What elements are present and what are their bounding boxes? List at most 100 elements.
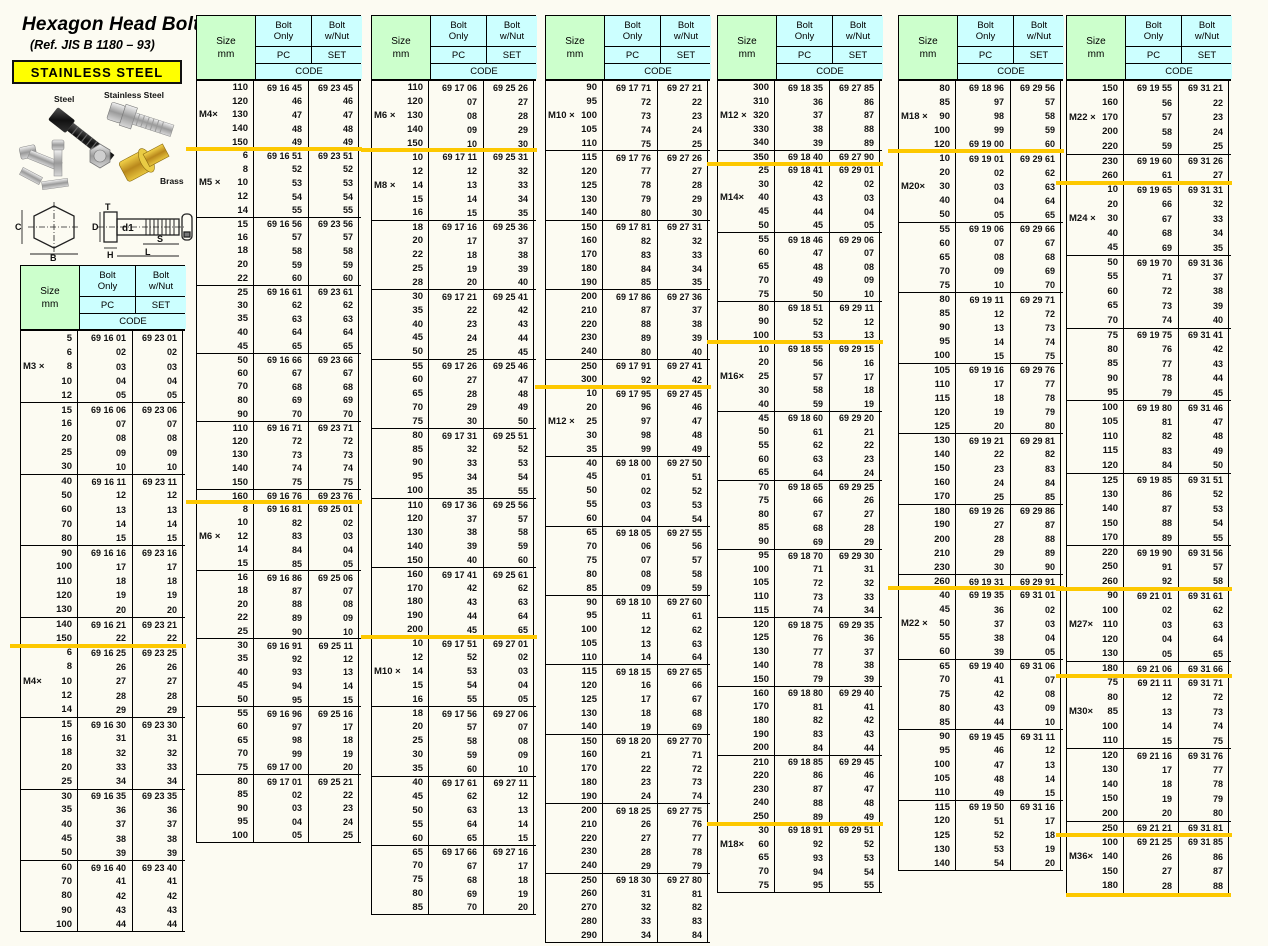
table-row: 40 68 34 [1066,226,1231,241]
table-row: 45 36 02 [898,602,1063,617]
pc-code-cell: 39 [78,845,133,860]
pc-code-cell: 67 [775,507,830,521]
size-cell: 45 [717,412,775,425]
table-row: 15 54 04 [371,678,536,693]
bolt-only-header-cell: Bolt Only [605,16,660,46]
pc-code-cell: 69 16 40 [78,860,133,875]
set-code-cell: 51 [658,469,708,484]
table-row: 50 45 05 [717,218,882,233]
table-row: 105 48 14 [898,771,1063,786]
table-row: 250 91 57 [1066,559,1231,574]
table-row: 110 M27× 03 63 [1066,617,1231,632]
set-code-cell: 15 [133,531,183,546]
pc-code-cell: 16 [603,678,658,693]
table-row: 170 M22 × 57 23 [1066,110,1231,125]
size-cell: 115 [717,603,775,618]
table-row: 55 69 19 06 69 29 66 [898,221,1063,237]
pc-code-cell: 69 17 36 [429,498,484,512]
pc-code-cell: 74 [603,122,658,137]
size-cell: 80 [371,429,429,443]
pc-code-cell: 69 18 41 [775,163,830,178]
pc-code-cell: 28 [1124,878,1179,893]
set-code-cell: 12 [484,789,534,804]
pc-code-cell: 78 [603,178,658,193]
pc-header-cell: PC [431,47,486,63]
set-header-cell: SET [661,47,711,63]
pc-code-cell: 24 [956,475,1011,490]
size-cell: 6 [20,345,78,360]
table-body: 110 69 16 45 69 23 45 120 46 46 130 M4× 47 47 140 4… [186,81,362,844]
table-row: 70 41 07 [898,672,1063,688]
set-code-cell: 17 [1011,813,1061,828]
table-row: 22 60 60 [196,271,361,285]
set-code-cell: 69 25 36 [484,220,534,234]
table-row: 90 43 43 [20,902,185,918]
set-code-cell: 54 [309,189,359,204]
pc-code-cell: 70 [254,407,309,421]
set-code-cell: 52 [830,837,880,851]
pc-code-cell: 48 [254,121,309,136]
dim-label-c: C [15,222,22,232]
size-cell: 130 M6 × [371,108,429,123]
set-code-cell: 27 [658,164,708,179]
pc-code-cell: 48 [956,771,1011,786]
table-row: 65 64 24 [717,466,882,480]
set-code-cell: 24 [830,466,880,480]
set-code-cell: 23 [658,108,708,123]
table-row: 65 69 17 66 69 27 16 [371,844,536,859]
set-header-cell: SET [1014,47,1064,63]
set-code-cell: 69 31 11 [1011,730,1061,744]
set-code-cell: 69 25 11 [309,639,359,652]
table-row: 40 59 19 [717,397,882,411]
set-code-cell: 13 [830,328,880,343]
pc-code-cell: 69 [429,886,484,901]
pc-code-cell: 69 [1124,240,1179,255]
pc-code-cell: 90 [254,624,309,639]
set-code-cell: 72 [1179,690,1229,705]
dim-label-b: B [50,253,57,262]
size-cell: 8 M3 × [20,359,78,374]
pc-code-cell: 18 [78,574,133,589]
set-code-cell: 33 [484,178,534,193]
size-cell: 10 [545,386,603,401]
pc-code-cell: 60 [254,271,309,285]
size-cell: 40 [371,776,429,790]
table-row: 340 39 89 [717,136,882,150]
set-code-cell: 55 [1179,530,1229,545]
size-cell: 55 [545,497,603,512]
set-code-cell: 88 [1179,878,1229,893]
size-cell: 90 [20,902,78,918]
set-code-cell: 47 [309,108,359,122]
set-code-cell: 31 [133,731,183,746]
pc-code-cell: 45 [775,218,830,233]
size-cell: 230 [1066,154,1124,168]
size-cell: 60 [1066,284,1124,299]
size-cell: 80 [898,81,956,96]
set-code-cell: 69 29 40 [830,687,880,700]
pc-code-cell: 33 [603,914,658,929]
set-code-cell: 57 [484,511,534,526]
pc-code-cell: 02 [603,483,658,498]
table-row: 115 69 18 15 69 27 65 [545,664,710,679]
set-code-cell: 69 [658,719,708,734]
set-code-cell: 69 25 01 [309,502,359,516]
table-row: 115 69 17 76 69 27 26 [545,150,710,165]
table-row: 150 19 79 [1066,791,1231,806]
table-row: 55 64 14 [371,817,536,832]
pc-code-cell: 70 [429,900,484,915]
size-cell: 250 [1066,559,1124,574]
size-cell: 40 [898,193,956,208]
pc-code-cell: 77 [1124,356,1179,371]
size-cell: 60 [371,372,429,387]
size-cell: 75 [1066,675,1124,690]
table-header: Size mm Bolt Only Bolt w/Nut PC SET CODE [1066,15,1232,81]
set-code-cell: 05 [309,556,359,571]
size-cell: 95 [196,815,254,829]
pc-code-cell: 95 [775,878,830,893]
size-cell: 8 [196,162,254,177]
size-cell: 230 [717,782,775,796]
pc-code-cell: 61 [1124,168,1179,183]
size-cell: 60 M18× [717,837,775,851]
table-row: 70 29 49 [371,400,536,415]
set-code-cell: 39 [830,672,880,686]
